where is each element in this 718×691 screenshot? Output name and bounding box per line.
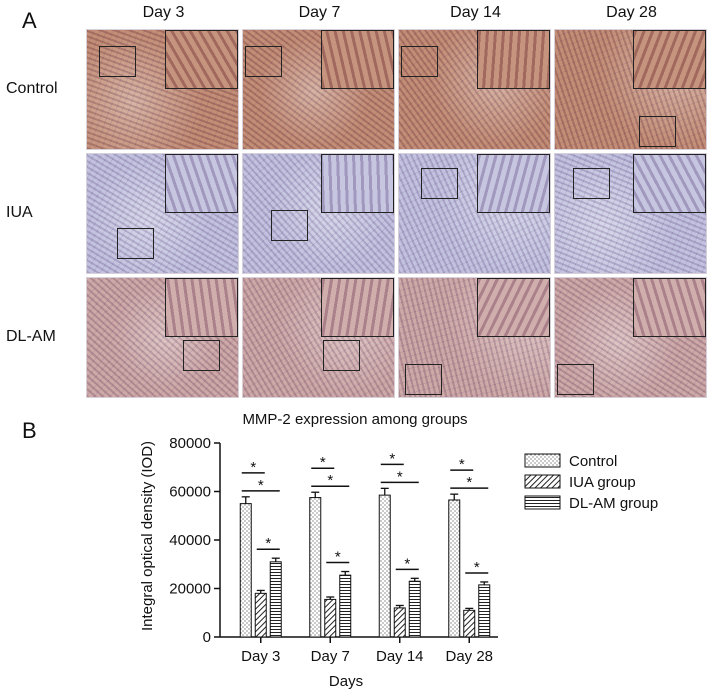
significance-star: * [327, 472, 333, 489]
y-tick-label: 0 [203, 629, 211, 646]
row-label-iua: IUA [6, 204, 33, 221]
micrograph-iua-day-14 [398, 153, 551, 274]
micrograph-control-day-3 [86, 29, 239, 150]
bar-horizontal-0 [269, 561, 282, 638]
magnified-inset [165, 278, 238, 337]
magnified-inset [633, 30, 706, 89]
y-tick-label: 80000 [169, 435, 211, 452]
legend-swatch-1 [524, 474, 561, 489]
significance-star: * [320, 454, 326, 471]
significance-star: * [265, 535, 271, 552]
micrograph-dl-am-day-3 [86, 277, 239, 398]
x-axis-label: Days [329, 673, 363, 690]
region-of-interest-box [271, 210, 308, 241]
micrograph-dl-am-day-28 [554, 277, 707, 398]
legend-label-0: Control [569, 453, 617, 470]
y-tick-label: 20000 [169, 581, 211, 598]
legend-label-2: DL-AM group [569, 495, 658, 512]
legend-label-1: IUA group [569, 474, 636, 491]
column-label-day-28: Day 28 [606, 4, 657, 21]
bar-diagonal-1 [324, 598, 337, 638]
micrograph-dl-am-day-7 [242, 277, 395, 398]
significance-star: * [474, 559, 480, 576]
bar-horizontal-3 [478, 584, 491, 638]
bar-diagonal-3 [463, 609, 476, 638]
micrograph-control-day-7 [242, 29, 395, 150]
significance-star: * [404, 555, 410, 572]
magnified-inset [633, 278, 706, 337]
bar-dots-1 [309, 497, 322, 638]
row-label-dl-am: DL-AM [6, 328, 56, 345]
x-tick-label-2: Day 14 [376, 648, 424, 665]
magnified-inset [165, 30, 238, 89]
region-of-interest-box [99, 46, 136, 77]
region-of-interest-box [245, 46, 282, 77]
y-tick-label: 60000 [169, 484, 211, 501]
bar-dots-2 [378, 494, 391, 638]
magnified-inset [477, 278, 550, 337]
magnified-inset [321, 30, 394, 89]
magnified-inset [321, 278, 394, 337]
micrograph-iua-day-28 [554, 153, 707, 274]
magnified-inset [633, 154, 706, 213]
micrograph-dl-am-day-14 [398, 277, 551, 398]
region-of-interest-box [421, 168, 458, 199]
significance-star: * [258, 477, 264, 494]
significance-star: * [397, 468, 403, 485]
panel-b-label: B [22, 418, 37, 443]
bar-horizontal-2 [408, 580, 421, 638]
legend-swatch-2 [524, 495, 561, 510]
column-label-day-14: Day 14 [450, 4, 501, 21]
bar-dots-0 [239, 503, 252, 638]
bar-diagonal-2 [393, 607, 406, 638]
significance-star: * [389, 450, 395, 467]
x-tick-label-3: Day 28 [445, 648, 493, 665]
y-tick-label: 40000 [169, 532, 211, 549]
row-label-control: Control [6, 80, 58, 97]
chart-title: MMP-2 expression among groups [242, 411, 467, 428]
mmp2-bar-chart: MMP-2 expression among groups Integral o… [139, 411, 658, 690]
significance-star: * [335, 549, 341, 566]
y-axis-label: Integral optical density (IOD) [139, 441, 156, 631]
panel-a-label: A [22, 8, 37, 33]
legend-swatch-0 [524, 453, 561, 468]
significance-star: * [466, 474, 472, 491]
region-of-interest-box [639, 116, 676, 147]
legend: Control IUA group DL-AM group [524, 453, 658, 512]
significance-star: * [250, 459, 256, 476]
magnified-inset [321, 154, 394, 213]
significance-star: * [459, 456, 465, 473]
region-of-interest-box [323, 340, 360, 371]
x-tick-label-0: Day 3 [241, 648, 280, 665]
micrograph-iua-day-7 [242, 153, 395, 274]
region-of-interest-box [557, 364, 594, 395]
magnified-inset [477, 30, 550, 89]
region-of-interest-box [573, 168, 610, 199]
region-of-interest-box [405, 364, 442, 395]
column-label-day-7: Day 7 [298, 4, 341, 21]
magnified-inset [477, 154, 550, 213]
region-of-interest-box [183, 340, 220, 371]
magnified-inset [165, 154, 238, 213]
bar-dots-3 [448, 499, 461, 638]
bar-horizontal-1 [339, 574, 352, 638]
bar-diagonal-0 [254, 592, 267, 638]
column-label-day-3: Day 3 [142, 4, 185, 21]
micrograph-control-day-14 [398, 29, 551, 150]
micrograph-iua-day-3 [86, 153, 239, 274]
region-of-interest-box [117, 228, 154, 259]
region-of-interest-box [401, 46, 438, 77]
micrograph-control-day-28 [554, 29, 707, 150]
x-tick-label-1: Day 7 [311, 648, 350, 665]
